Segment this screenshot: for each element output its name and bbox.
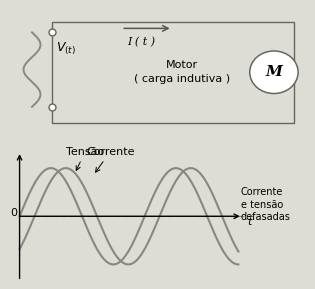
Text: 0: 0 [10,208,18,218]
Text: I ( t ): I ( t ) [127,36,155,47]
Text: Corrente: Corrente [86,147,135,172]
Text: Corrente
e tensão
defasadas: Corrente e tensão defasadas [241,187,290,222]
Text: t: t [247,217,252,227]
Bar [52,22,294,123]
Text: $V_{(t)}$: $V_{(t)}$ [56,40,76,57]
Circle shape [250,51,298,94]
Text: M: M [266,65,282,79]
Text: Motor
( carga indutiva ): Motor ( carga indutiva ) [134,60,230,84]
Text: Tensão: Tensão [66,147,104,171]
